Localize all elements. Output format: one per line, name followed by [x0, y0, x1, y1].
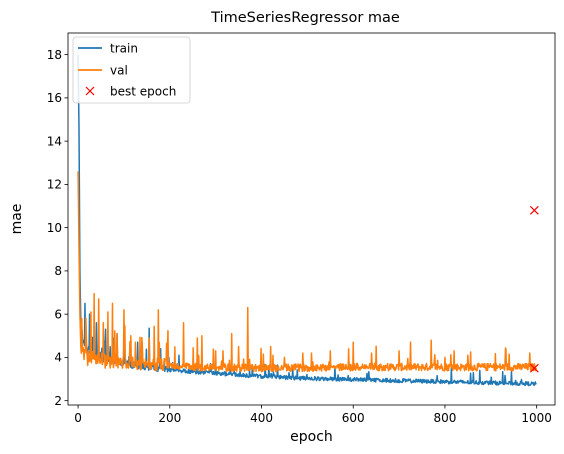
y-tick-label: 10: [47, 221, 62, 235]
y-tick-label: 4: [54, 351, 62, 365]
legend-label-best-epoch: best epoch: [110, 85, 176, 99]
y-axis-label: mae: [9, 204, 25, 235]
legend: train val best epoch: [72, 36, 191, 104]
legend-label-val: val: [110, 64, 128, 78]
legend-box: [72, 36, 191, 104]
series-layer: [77, 54, 537, 387]
x-tick-label: 0: [74, 411, 82, 425]
best-epoch-marker: [529, 205, 539, 215]
legend-label-train: train: [110, 42, 138, 56]
x-axis: 0 200 400 600 800 1000: [74, 405, 552, 425]
y-tick-label: 2: [54, 394, 62, 408]
series-line-val: [77, 171, 537, 373]
best-epoch-marker: [529, 363, 539, 373]
legend-marker-x: [85, 86, 95, 96]
y-tick-label: 18: [47, 48, 62, 62]
x-tick-label: 400: [250, 411, 273, 425]
x-tick-label: 600: [342, 411, 365, 425]
chart-title: TimeSeriesRegressor mae: [210, 10, 400, 26]
x-tick-label: 1000: [521, 411, 552, 425]
y-tick-label: 14: [47, 134, 62, 148]
y-tick-label: 12: [47, 178, 62, 192]
y-tick-label: 6: [54, 307, 62, 321]
plot-frame: [67, 32, 556, 406]
y-tick-label: 16: [47, 91, 62, 105]
x-tick-label: 200: [158, 411, 181, 425]
legend-swatch-best-epoch: [85, 86, 95, 96]
best-epoch-markers: [529, 205, 539, 373]
x-axis-label: epoch: [290, 429, 333, 445]
y-tick-label: 8: [54, 264, 62, 278]
x-tick-label: 800: [433, 411, 456, 425]
y-axis: 2 4 6 8 10 12 14 16 18: [47, 48, 68, 408]
